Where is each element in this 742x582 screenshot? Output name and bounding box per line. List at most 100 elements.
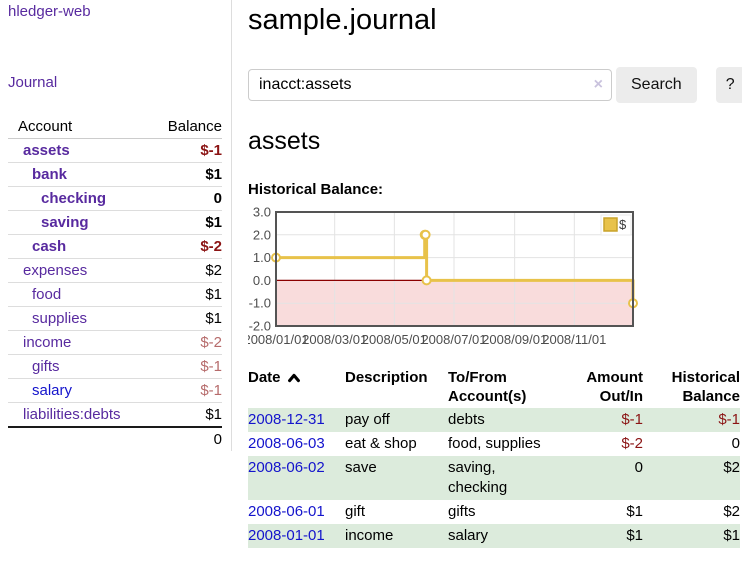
transaction-description: eat & shop <box>345 435 417 452</box>
data-point-marker <box>420 229 431 240</box>
help-button[interactable]: ? <box>715 67 742 103</box>
account-row: income $-2 <box>8 330 222 355</box>
account-row: salary $-1 <box>8 378 222 403</box>
transaction-balance: $-1 <box>718 411 740 428</box>
transaction-accounts: food, supplies <box>448 435 541 452</box>
accounts-total-value: 0 <box>152 426 222 451</box>
account-name-cell: checking <box>8 186 153 211</box>
account-balance: $1 <box>152 162 222 187</box>
x-tick-label: 2008/09/01 <box>482 332 547 347</box>
y-tick-label: -1.0 <box>249 296 271 311</box>
transaction-amount: 0 <box>634 459 643 476</box>
accounts-table: Account Balance assets $-1 bank $1 checking 0… <box>8 115 222 451</box>
tofrom-header-line1: To/From <box>448 369 507 386</box>
date-header-label: Date <box>248 369 281 386</box>
register-row: 2008-01-01 income salary $1 $1 <box>248 524 740 548</box>
account-balance: $2 <box>152 258 222 283</box>
legend-swatch <box>603 217 618 232</box>
search-input-wrap: × <box>248 69 612 101</box>
account-name-cell: food <box>8 282 153 307</box>
account-row: assets $-1 <box>8 138 222 163</box>
account-name-cell: liabilities:debts <box>8 402 153 428</box>
transaction-date-link[interactable]: 2008-06-02 <box>248 459 325 476</box>
account-balance: $1 <box>152 282 222 307</box>
tofrom-header-line2: Account(s) <box>448 388 527 405</box>
register-header-amount: Amount Out/In <box>560 366 643 408</box>
balance-header-line2: Balance <box>682 388 740 405</box>
page-title: sample.journal <box>248 4 437 36</box>
y-tick-label: 1.0 <box>253 250 271 265</box>
account-row: bank $1 <box>8 162 222 187</box>
register-header-description: Description <box>345 369 428 386</box>
sidebar-account-expenses[interactable]: expenses <box>23 262 88 279</box>
account-row: expenses $2 <box>8 258 222 283</box>
sidebar-account-income[interactable]: income <box>23 334 72 351</box>
search-button[interactable]: Search <box>616 67 697 103</box>
app-title-link[interactable]: hledger-web <box>8 3 91 20</box>
account-row: liabilities:debts $1 <box>8 402 222 428</box>
account-row: supplies $1 <box>8 306 222 331</box>
sidebar: hledger-web Journal Account Balance asse… <box>0 0 232 451</box>
sidebar-account-food[interactable]: food <box>32 286 62 303</box>
sidebar-account-bank[interactable]: bank <box>32 166 68 183</box>
y-tick-label: 0.0 <box>253 273 271 288</box>
accounts-body: assets $-1 bank $1 checking 0 saving $1 cash $-2 e… <box>8 138 222 428</box>
register-header-date[interactable]: Date <box>248 366 345 408</box>
register-table: Date Description To/From Account(s) Amou… <box>248 366 740 548</box>
sidebar-account-assets[interactable]: assets <box>23 142 70 159</box>
transaction-date-link[interactable]: 2008-12-31 <box>248 411 325 428</box>
register-row: 2008-06-02 save saving, checking 0 $2 <box>248 456 740 500</box>
account-row: saving $1 <box>8 210 222 235</box>
sidebar-item-journal[interactable]: Journal <box>8 74 58 91</box>
historical-balance-chart[interactable]: $3.0 2.0 1.0 0.0 -1.0 -2.02008/01/012008/03/0… <box>248 207 644 351</box>
register-row: 2008-06-01 gift gifts $1 $2 <box>248 500 740 524</box>
sidebar-account-supplies[interactable]: supplies <box>32 310 88 327</box>
sidebar-account-gifts[interactable]: gifts <box>32 358 60 375</box>
transaction-amount: $1 <box>626 527 643 544</box>
transaction-date-link[interactable]: 2008-01-01 <box>248 527 325 544</box>
chart-title: Historical Balance: <box>248 181 384 198</box>
transaction-date-cell: 2008-06-02 <box>248 456 345 500</box>
account-name-cell: assets <box>8 138 153 163</box>
transaction-amount: $-1 <box>621 411 643 428</box>
y-tick-label: 2.0 <box>253 227 271 242</box>
sidebar-account-salary[interactable]: salary <box>32 382 73 399</box>
search-input[interactable] <box>248 69 612 101</box>
sidebar-account-liabilities-debts[interactable]: liabilities:debts <box>23 406 121 423</box>
transaction-description: save <box>345 459 377 476</box>
transaction-accounts: gifts <box>448 503 476 520</box>
x-tick-label: 2008/07/01 <box>421 332 486 347</box>
register-row: 2008-12-31 pay off debts $-1 $-1 <box>248 408 740 432</box>
account-name-cell: saving <box>8 210 153 235</box>
sidebar-account-cash[interactable]: cash <box>32 238 67 255</box>
sort-ascending-icon <box>287 373 300 383</box>
account-row: gifts $-1 <box>8 354 222 379</box>
transaction-balance: $2 <box>723 503 740 520</box>
transaction-amount: $-2 <box>621 435 643 452</box>
account-balance: $-2 <box>152 330 222 355</box>
account-heading: assets <box>248 127 321 155</box>
legend-label: $ <box>619 217 627 232</box>
account-balance: 0 <box>152 186 222 211</box>
account-name-cell: cash <box>8 234 153 259</box>
search-form: × Search ? <box>248 67 742 103</box>
x-tick-label: 2008/05/01 <box>362 332 427 347</box>
clear-search-icon[interactable]: × <box>593 76 603 93</box>
sidebar-account-checking[interactable]: checking <box>41 190 107 207</box>
amount-header-line2: Out/In <box>599 388 643 405</box>
transaction-accounts: debts <box>448 411 485 428</box>
sidebar-account-saving[interactable]: saving <box>41 214 89 231</box>
transaction-date-link[interactable]: 2008-06-03 <box>248 435 325 452</box>
account-balance: $-1 <box>152 138 222 163</box>
plot-border <box>275 211 634 327</box>
transaction-description: pay off <box>345 411 390 428</box>
account-balance: $-1 <box>152 354 222 379</box>
account-balance: $-1 <box>152 378 222 403</box>
transaction-description: income <box>345 527 394 544</box>
transaction-date-cell: 2008-12-31 <box>248 408 345 432</box>
accounts-header-account: Account <box>8 115 153 139</box>
accounts-header-row: Account Balance <box>8 115 222 139</box>
transaction-date-link[interactable]: 2008-06-01 <box>248 503 325 520</box>
x-tick-label: 2008/03/01 <box>302 332 367 347</box>
transaction-accounts: saving, checking <box>448 459 508 496</box>
